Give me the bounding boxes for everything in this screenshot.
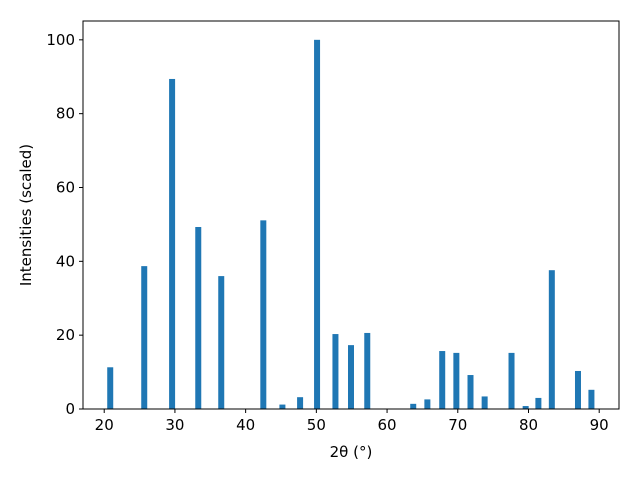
bar: [424, 399, 431, 409]
x-tick-label: 80: [519, 416, 538, 434]
bar: [348, 345, 354, 409]
bar: [467, 375, 474, 409]
x-tick-label: 50: [307, 416, 326, 434]
bar: [439, 351, 446, 409]
bar: [481, 396, 488, 409]
bar: [279, 404, 286, 409]
bar: [535, 397, 542, 409]
x-axis-label: 2θ (°): [330, 443, 373, 461]
x-tick-label: 20: [95, 416, 114, 434]
x-tick-label: 30: [165, 416, 184, 434]
bar: [260, 220, 267, 409]
bar: [453, 352, 460, 409]
x-tick-label: 70: [448, 416, 467, 434]
plot-frame: [82, 20, 620, 410]
bar: [107, 367, 114, 409]
bar: [297, 397, 304, 409]
bar: [574, 370, 581, 409]
bar: [508, 352, 515, 409]
bar: [522, 406, 529, 409]
bar: [588, 389, 595, 409]
bar: [218, 276, 225, 409]
y-tick-label: 100: [46, 31, 75, 49]
bar: [195, 226, 202, 409]
x-tick-label: 40: [236, 416, 255, 434]
bar: [169, 78, 176, 410]
bar: [314, 39, 321, 409]
bar: [332, 334, 339, 409]
bar: [548, 270, 555, 409]
bar: [410, 403, 417, 409]
y-tick-label: 40: [56, 252, 75, 270]
y-tick-label: 20: [56, 326, 75, 344]
x-tick-label: 60: [378, 416, 397, 434]
bar: [141, 266, 148, 409]
bar: [364, 332, 371, 409]
y-tick-label: 80: [56, 105, 75, 123]
y-axis-label: Intensities (scaled): [17, 144, 35, 286]
x-tick-label: 90: [590, 416, 609, 434]
y-tick-label: 60: [56, 178, 75, 196]
y-tick-label: 0: [65, 400, 75, 418]
